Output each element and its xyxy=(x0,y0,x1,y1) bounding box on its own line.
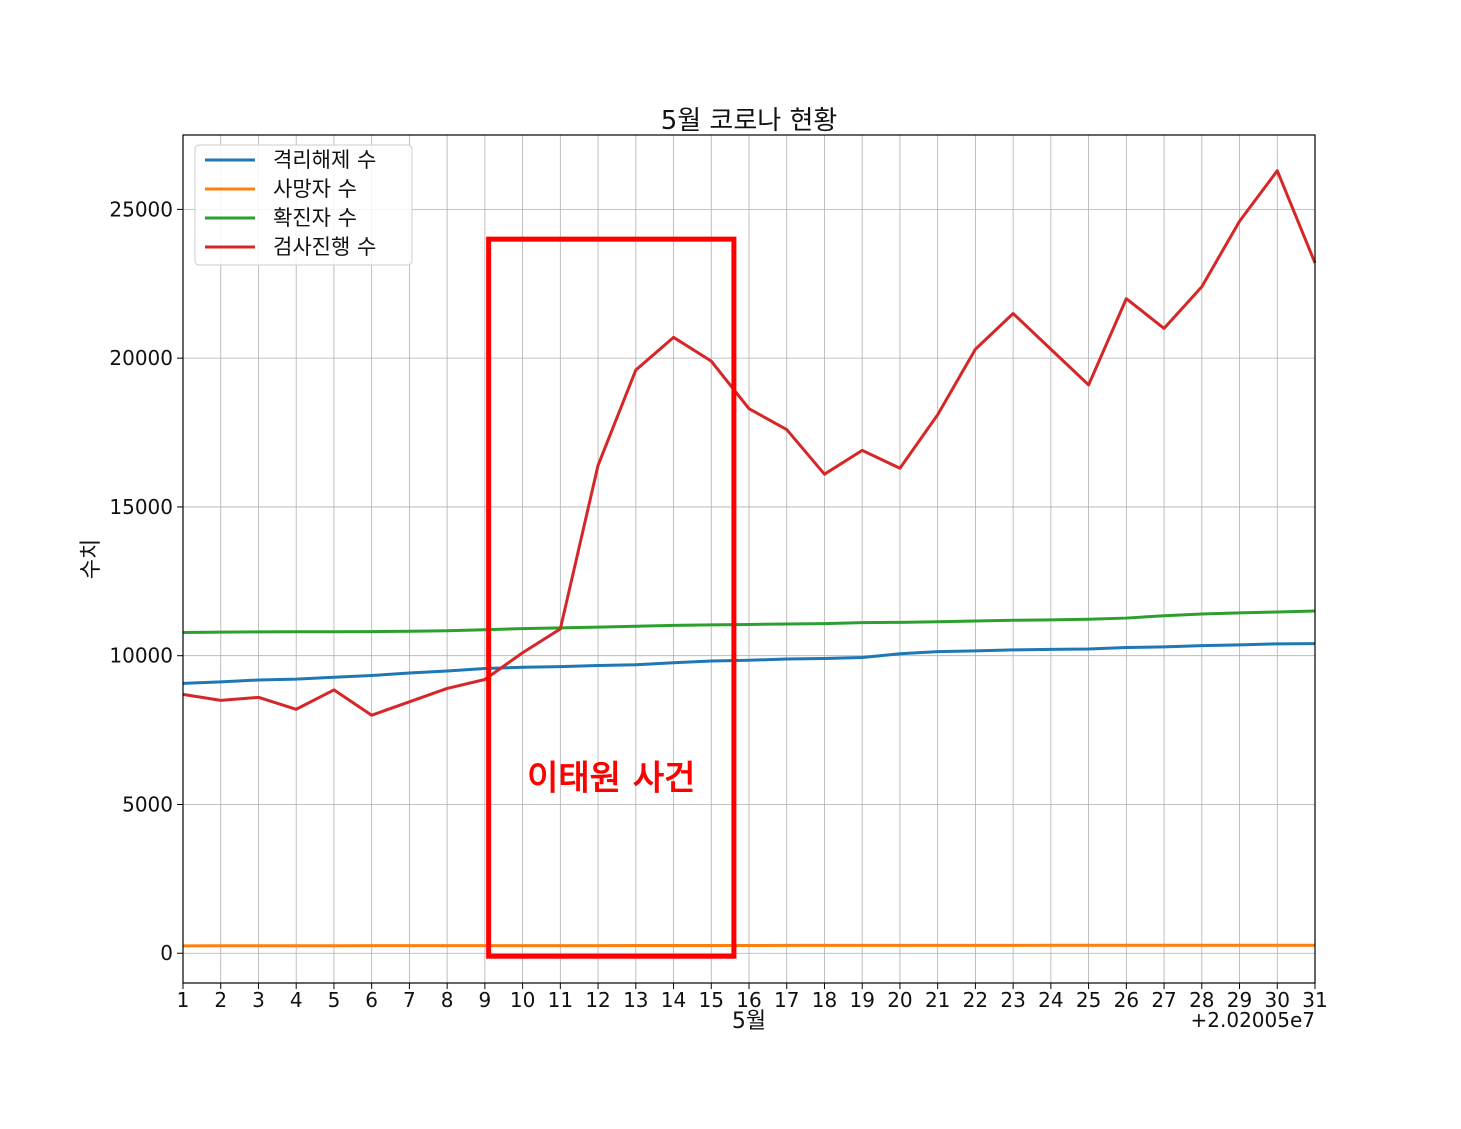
series-line-0 xyxy=(182,642,1316,685)
x-tick-label: 25 xyxy=(1076,988,1101,1012)
x-tick-label: 8 xyxy=(441,988,454,1012)
series-line-1 xyxy=(182,943,1316,948)
annotation-box xyxy=(486,236,737,959)
series-lines xyxy=(182,169,1317,948)
x-tick-label: 2 xyxy=(214,988,227,1012)
legend-label: 확진자 수 xyxy=(273,206,357,230)
annotation-label: 이태원 사건 xyxy=(527,759,695,799)
x-tick-label: 11 xyxy=(548,988,573,1012)
x-tick-label: 7 xyxy=(403,988,416,1012)
x-tick-label: 27 xyxy=(1151,988,1176,1012)
x-tick-label: 12 xyxy=(585,988,610,1012)
grid-lines xyxy=(182,135,1316,983)
x-tick-label: 5 xyxy=(328,988,341,1012)
x-tick-label: 4 xyxy=(290,988,303,1012)
chart-title: 5월 코로나 현황 xyxy=(661,106,838,136)
x-tick-label: 22 xyxy=(963,988,988,1012)
x-tick-label: 23 xyxy=(1000,988,1025,1012)
y-axis-ticks: 0 5000 10000 15000 20000 25000 xyxy=(109,197,183,965)
x-tick-label: 9 xyxy=(478,988,491,1012)
x-tick-label: 28 xyxy=(1189,988,1214,1012)
x-tick-label: 13 xyxy=(623,988,648,1012)
x-tick-label: 20 xyxy=(887,988,912,1012)
series-line-2 xyxy=(182,609,1316,634)
y-tick-label: 0 xyxy=(160,941,173,965)
x-tick-label: 26 xyxy=(1114,988,1139,1012)
y-tick-label: 25000 xyxy=(109,197,173,221)
y-axis-title: 수치 xyxy=(79,539,104,579)
y-tick-label: 15000 xyxy=(109,495,173,519)
series-line-3 xyxy=(182,169,1317,717)
x-tick-label: 30 xyxy=(1265,988,1290,1012)
y-tick-label: 5000 xyxy=(122,792,173,816)
legend-label: 검사진행 수 xyxy=(273,235,376,259)
y-tick-label: 20000 xyxy=(109,346,173,370)
x-tick-label: 21 xyxy=(925,988,950,1012)
x-tick-label: 1 xyxy=(177,988,190,1012)
x-axis-offset-label: +2.02005e7 xyxy=(1191,1008,1316,1032)
x-tick-label: 14 xyxy=(661,988,686,1012)
x-tick-label: 15 xyxy=(699,988,724,1012)
x-tick-label: 10 xyxy=(510,988,535,1012)
annotation: 이태원 사건 xyxy=(486,236,737,959)
x-axis-ticks: 1 2 3 4 5 6 7 8 9 10 11 12 13 14 15 16 17 18 19 20 21 22 23 24 2… xyxy=(177,983,1328,1012)
y-tick-label: 10000 xyxy=(109,644,173,668)
x-tick-label: 6 xyxy=(365,988,378,1012)
x-tick-label: 3 xyxy=(252,988,265,1012)
legend-label: 격리해제 수 xyxy=(273,148,376,172)
x-tick-label: 31 xyxy=(1302,988,1327,1012)
legend-label: 사망자 수 xyxy=(273,177,357,201)
x-axis-title: 5월 xyxy=(732,1009,766,1034)
x-tick-label: 24 xyxy=(1038,988,1063,1012)
legend-box xyxy=(194,144,413,266)
x-tick-label: 17 xyxy=(774,988,799,1012)
x-tick-label: 16 xyxy=(736,988,761,1012)
x-tick-label: 29 xyxy=(1227,988,1252,1012)
x-tick-label: 18 xyxy=(812,988,837,1012)
x-tick-label: 19 xyxy=(849,988,874,1012)
